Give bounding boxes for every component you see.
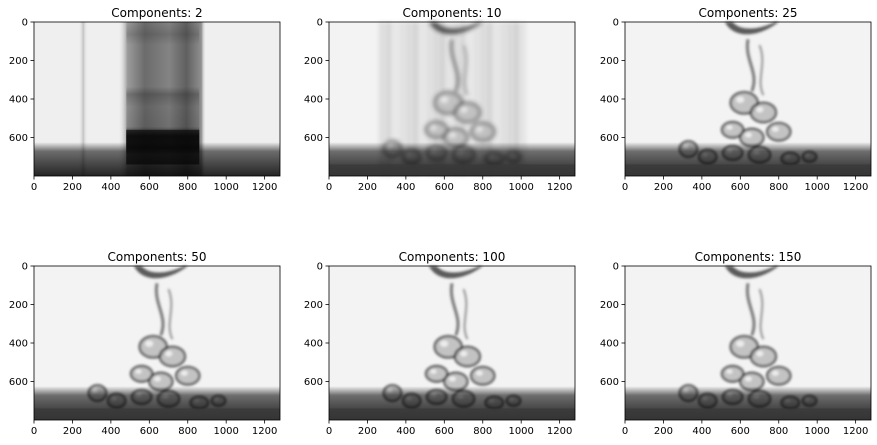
x-tick-label: 1000 [804,426,829,437]
y-tick-label: 400 [600,339,619,350]
floor [625,164,871,176]
x-tick-label: 600 [435,426,454,437]
y-tick-label: 600 [9,377,28,388]
y-tick-label: 200 [304,56,323,67]
x-tick-label: 0 [326,182,332,193]
y-tick-label: 600 [304,377,323,388]
x-tick-label: 1200 [252,182,277,193]
y-tick-label: 400 [304,95,323,106]
x-tick-label: 600 [435,182,454,193]
x-tick-label: 800 [769,182,788,193]
floor [625,408,871,420]
y-tick-label: 400 [9,339,28,350]
y-tick-label: 600 [9,133,28,144]
x-tick-label: 0 [326,426,332,437]
x-tick-label: 1200 [547,426,572,437]
subplot-6: Components: 150 0 200 400 600 800 1000 1200 0 200… [600,250,872,437]
x-tick-label: 200 [63,426,82,437]
x-tick-label: 1200 [252,426,277,437]
subplot-5: Components: 100 0 200 400 600 800 1000 1200 0 200… [304,250,576,437]
y-tick-label: 200 [600,56,619,67]
x-tick-label: 400 [101,426,120,437]
y-tick-label: 0 [613,262,619,273]
y-tick-label: 200 [600,300,619,311]
x-tick-label: 600 [731,426,750,437]
y-tick-label: 0 [317,18,323,29]
y-tick-label: 0 [22,18,28,29]
x-tick-label: 1200 [547,182,572,193]
x-tick-label: 800 [178,426,197,437]
x-tick-label: 0 [31,182,37,193]
x-tick-label: 400 [101,182,120,193]
x-tick-label: 1200 [843,182,868,193]
floor-shadow [329,22,575,176]
y-tick-label: 200 [9,56,28,67]
x-tick-label: 1000 [213,426,238,437]
floor-shadow [34,22,280,176]
x-tick-label: 0 [31,426,37,437]
x-tick-label: 1000 [508,426,533,437]
floor-shadow [329,266,575,420]
x-tick-label: 200 [358,182,377,193]
y-tick-label: 600 [600,133,619,144]
x-tick-label: 200 [63,182,82,193]
subplot-title: Components: 25 [698,6,797,20]
y-tick-label: 400 [304,339,323,350]
floor [34,408,280,420]
floor [329,408,575,420]
subplot-title: Components: 100 [399,250,506,264]
x-tick-label: 200 [654,182,673,193]
x-tick-label: 400 [396,182,415,193]
floor-shadow [625,266,871,420]
y-tick-label: 0 [317,262,323,273]
x-tick-label: 800 [178,182,197,193]
x-tick-label: 400 [396,426,415,437]
subplot-2: Components: 10 0 200 400 600 800 1000 1200 0 200 4… [304,6,576,193]
x-tick-label: 1000 [213,182,238,193]
y-tick-label: 0 [22,262,28,273]
x-tick-label: 600 [140,182,159,193]
x-tick-label: 0 [622,182,628,193]
floor-shadow [34,266,280,420]
y-tick-label: 600 [600,377,619,388]
y-tick-label: 600 [304,133,323,144]
subplot-3: Components: 25 0 200 400 600 800 1000 1200 0 200 4… [600,6,872,193]
subplot-title: Components: 10 [402,6,501,20]
y-tick-label: 0 [613,18,619,29]
subplot-4: Components: 50 0 200 400 600 800 1000 1200 0 200 4… [9,250,281,437]
x-tick-label: 200 [654,426,673,437]
floor-shadow [625,22,871,176]
subplot-title: Components: 50 [107,250,206,264]
x-tick-label: 1000 [508,182,533,193]
x-tick-label: 600 [731,182,750,193]
x-tick-label: 1200 [843,426,868,437]
x-tick-label: 200 [358,426,377,437]
subplot-title: Components: 150 [695,250,802,264]
subplot-title: Components: 2 [111,6,202,20]
x-tick-label: 800 [473,426,492,437]
x-tick-label: 600 [140,426,159,437]
floor [329,164,575,176]
x-tick-label: 800 [769,426,788,437]
y-tick-label: 400 [9,95,28,106]
x-tick-label: 1000 [804,182,829,193]
y-tick-label: 200 [304,300,323,311]
x-tick-label: 0 [622,426,628,437]
y-tick-label: 400 [600,95,619,106]
x-tick-label: 400 [692,426,711,437]
y-tick-label: 200 [9,300,28,311]
x-tick-label: 400 [692,182,711,193]
subplot-1: Components: 2 0 200 400 600 800 1000 1200 0 200 40… [9,6,281,193]
x-tick-label: 800 [473,182,492,193]
